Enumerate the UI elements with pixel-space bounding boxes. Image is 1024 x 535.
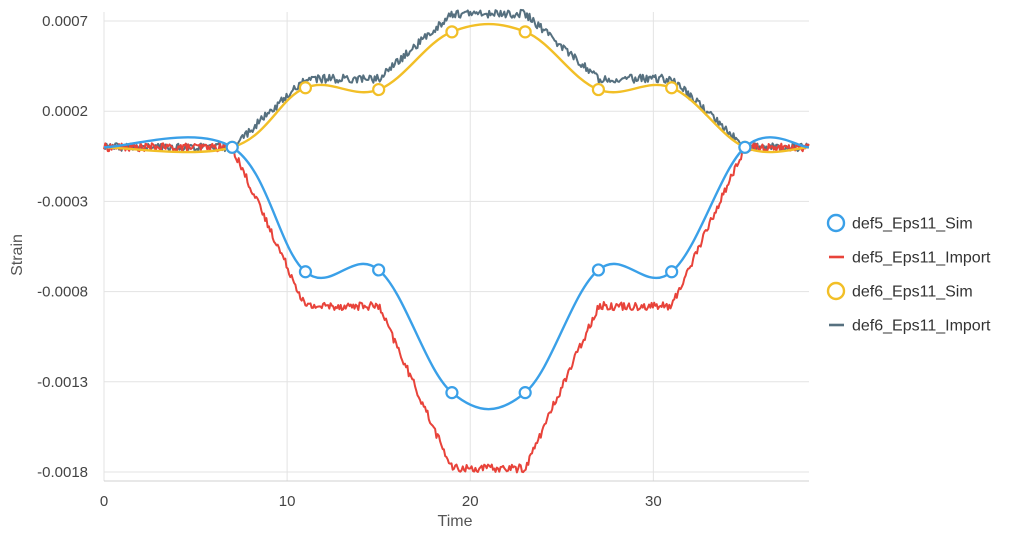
legend-item-def5_Eps11_Import[interactable]: def5_Eps11_Import bbox=[829, 250, 991, 267]
legend-label: def6_Eps11_Import bbox=[852, 318, 991, 335]
x-tick-label: 20 bbox=[462, 493, 479, 510]
marker-def5_Eps11_Sim bbox=[372, 263, 386, 277]
marker-def5_Eps11_Sim bbox=[738, 140, 752, 154]
y-axis-title: Strain bbox=[9, 234, 26, 276]
legend-item-def6_Eps11_Import[interactable]: def6_Eps11_Import bbox=[829, 318, 991, 335]
y-axis-ticks: 0.0007 0.0002 -0.0003 -0.0008 -0.0013 -0.0018 bbox=[37, 13, 88, 481]
legend-label: def5_Eps11_Sim bbox=[852, 216, 973, 233]
series-line-def5_Eps11_Import bbox=[103, 142, 810, 474]
x-tick-label: 0 bbox=[100, 493, 108, 510]
legend-item-def5_Eps11_Sim[interactable]: def5_Eps11_Sim bbox=[826, 213, 973, 233]
sim-markers bbox=[225, 25, 752, 400]
series-line-def5_Eps11_Sim bbox=[103, 136, 810, 411]
y-tick-label: -0.0003 bbox=[37, 193, 88, 210]
x-axis-ticks: 0 10 20 30 bbox=[100, 493, 662, 510]
marker-def5_Eps11_Sim bbox=[591, 263, 606, 277]
marker-def6_Eps11_Sim bbox=[518, 25, 532, 39]
marker-def5_Eps11_Sim bbox=[298, 265, 313, 279]
grid-lines bbox=[103, 12, 809, 482]
marker-def5_Eps11_Sim bbox=[225, 140, 239, 154]
marker-def5_Eps11_Sim bbox=[518, 386, 532, 400]
marker-def6_Eps11_Sim bbox=[372, 82, 386, 97]
y-tick-label: 0.0007 bbox=[42, 13, 88, 30]
y-tick-label: -0.0018 bbox=[37, 464, 88, 481]
plot-area bbox=[103, 8, 810, 474]
marker-def6_Eps11_Sim bbox=[445, 25, 459, 39]
marker-def6_Eps11_Sim bbox=[298, 81, 313, 95]
marker-def6_Eps11_Sim bbox=[665, 81, 679, 95]
y-tick-label: -0.0008 bbox=[37, 284, 88, 301]
series-line-def6_Eps11_Sim bbox=[103, 22, 810, 154]
marker-def5_Eps11_Sim bbox=[445, 386, 459, 400]
legend-symbol bbox=[826, 281, 846, 301]
legend-label: def6_Eps11_Sim bbox=[852, 284, 973, 301]
legend[interactable]: def5_Eps11_Sim def5_Eps11_Import def6_Eps1… bbox=[826, 213, 991, 335]
legend-item-def6_Eps11_Sim[interactable]: def6_Eps11_Sim bbox=[826, 281, 973, 301]
marker-def5_Eps11_Sim bbox=[665, 265, 679, 279]
legend-symbol bbox=[826, 213, 846, 233]
x-tick-label: 30 bbox=[645, 493, 662, 510]
y-tick-label: 0.0002 bbox=[42, 103, 88, 120]
marker-def6_Eps11_Sim bbox=[591, 82, 606, 97]
x-tick-label: 10 bbox=[279, 493, 296, 510]
x-axis-title: Time bbox=[438, 513, 473, 530]
y-tick-label: -0.0013 bbox=[37, 374, 88, 391]
legend-label: def5_Eps11_Import bbox=[852, 250, 991, 267]
